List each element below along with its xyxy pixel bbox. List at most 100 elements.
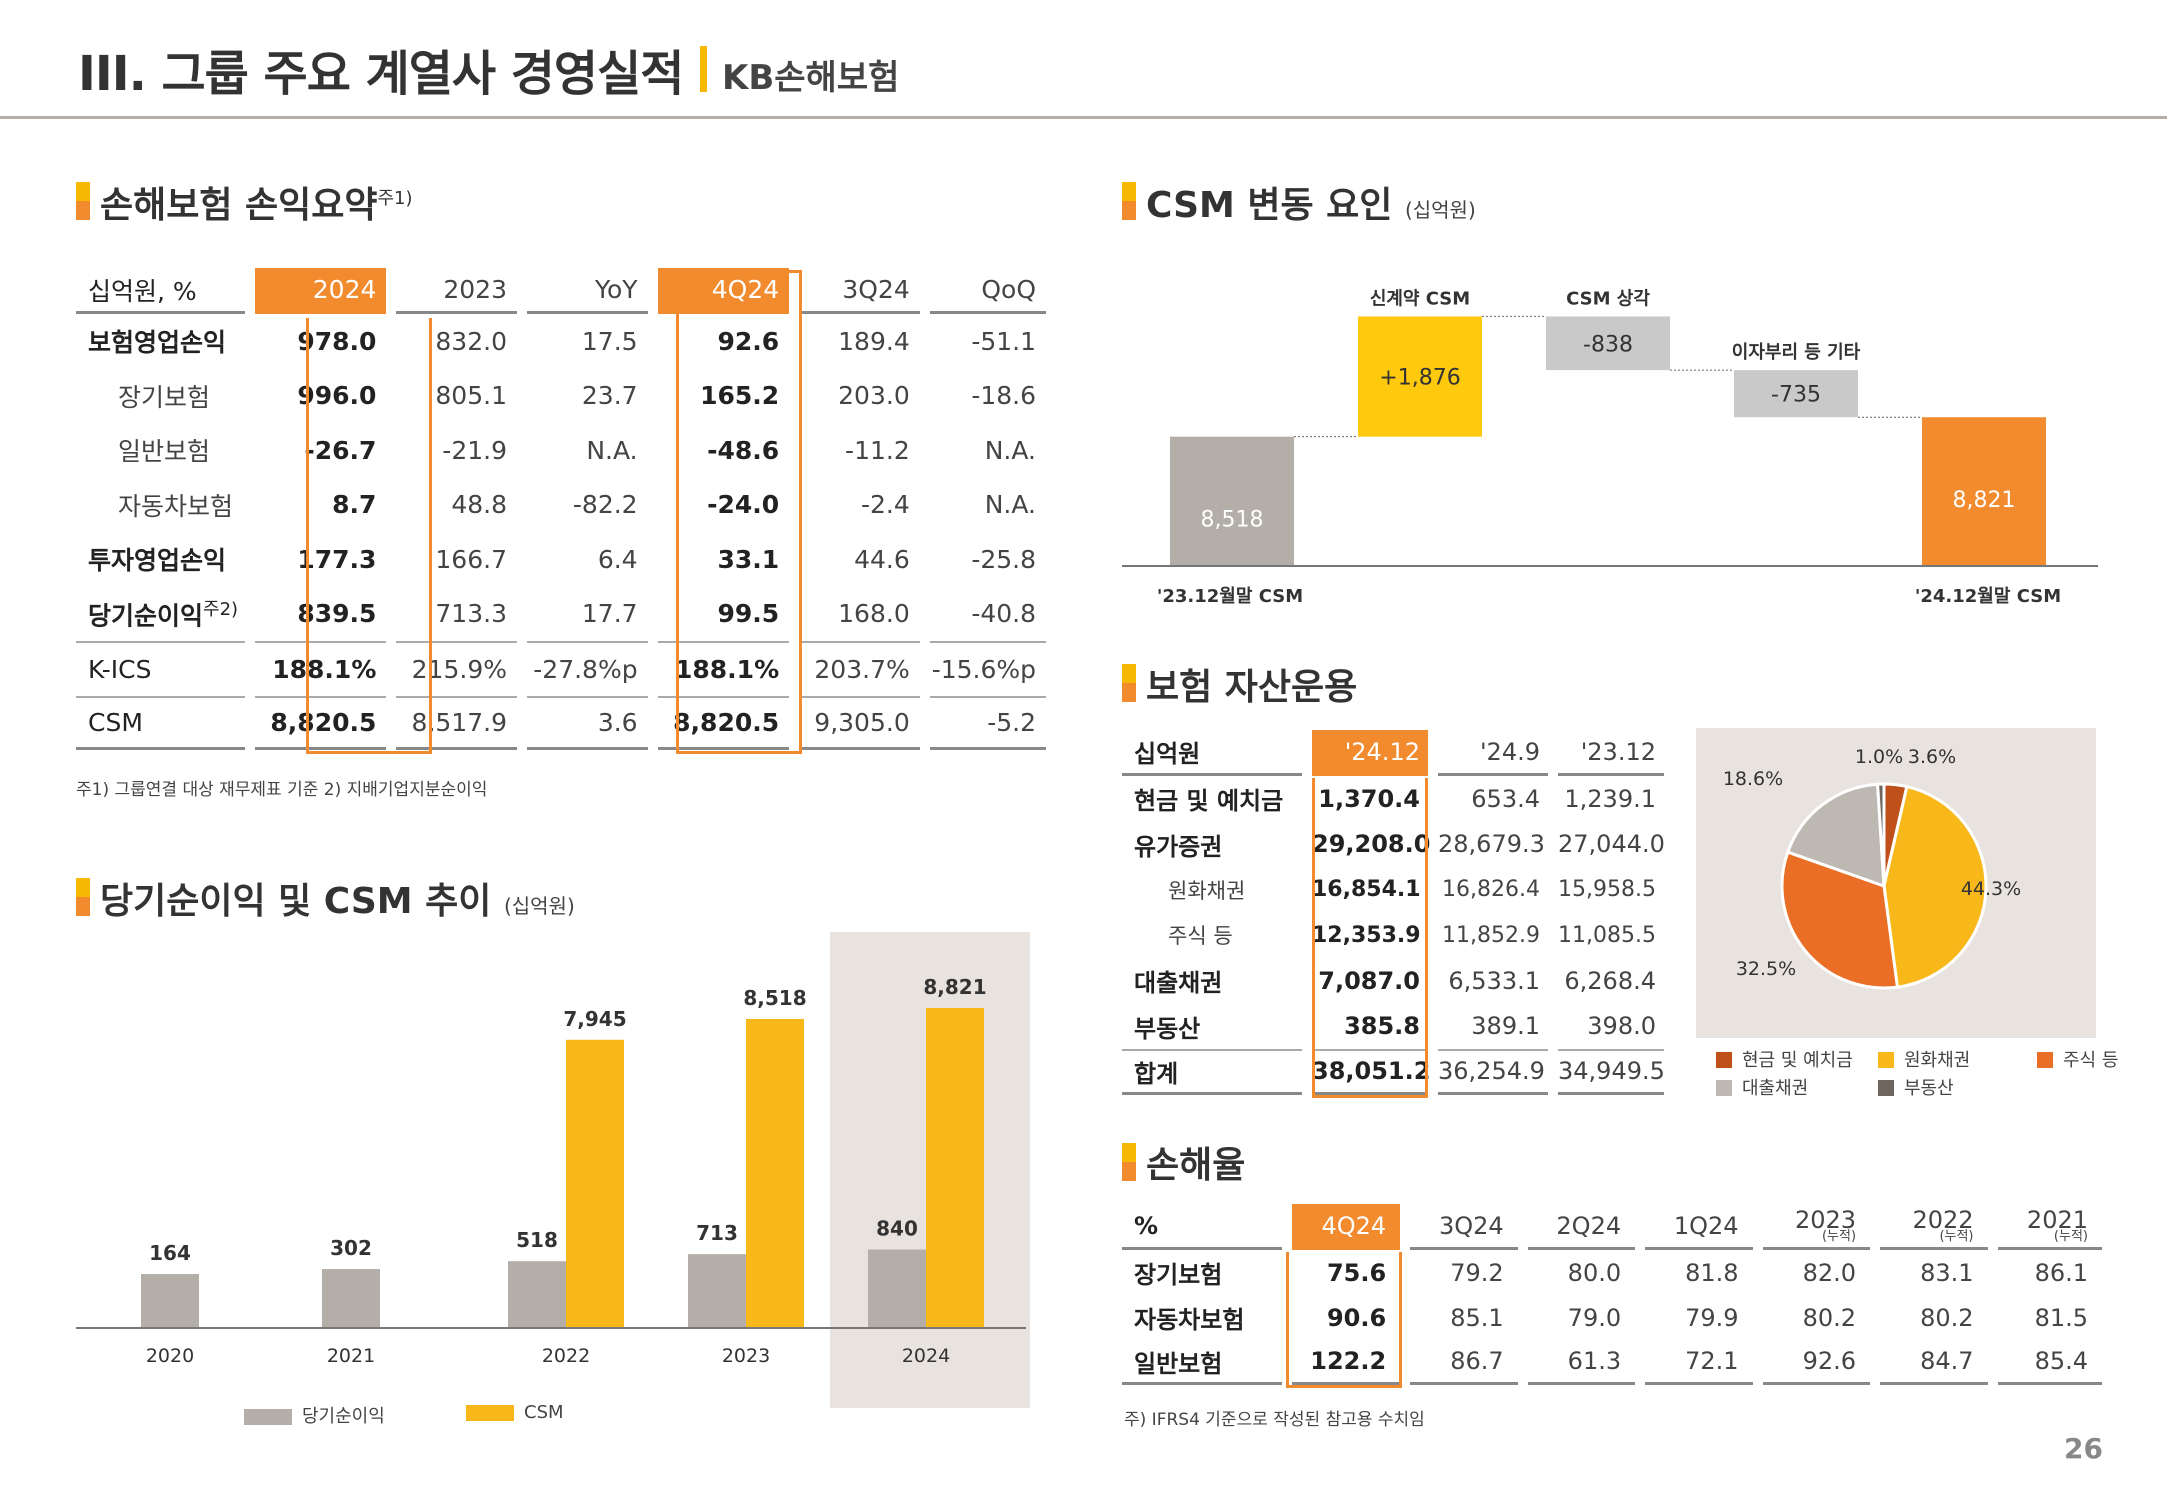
table-cell: -48.6 xyxy=(707,435,780,465)
row-label-text: K-ICS xyxy=(88,654,152,684)
table-row: 투자영업손익 177.3 166.7 6.4 33.1 44.6 -25.8 xyxy=(76,532,1046,587)
table-cell: 389.1 xyxy=(1471,1012,1540,1041)
table-cell: -26.7 xyxy=(304,435,377,465)
waterfall-category-label: 이자부리 등 기타 xyxy=(1732,342,1861,363)
table-cell: 203.0 xyxy=(838,381,910,411)
pie-legend-item: 대출채권 xyxy=(1716,1074,1808,1100)
table-header: 2022 (누적) xyxy=(1880,1204,1988,1250)
waterfall-value-label: 8,518 xyxy=(1201,508,1264,533)
table-cell: 36,254.9 xyxy=(1438,1049,1548,1095)
table-cell: 8,820.5 xyxy=(657,695,790,750)
waterfall-value-label: +1,876 xyxy=(1379,366,1460,391)
table-header: '23.12 xyxy=(1558,730,1664,776)
table-row: CSM 8,820.5 8,517.9 3.6 8,820.5 9,305.0 -5.2 xyxy=(76,695,1046,750)
pie-legend-item: 원화채권 xyxy=(1878,1046,1970,1072)
table-cell: -51.1 xyxy=(971,326,1036,356)
header-label: 2023 xyxy=(1794,1206,1857,1234)
table-header: 2Q24 xyxy=(1527,1204,1636,1250)
header-label: 1Q24 xyxy=(1673,1211,1739,1240)
table-cell: 6.4 xyxy=(597,544,638,574)
table-cell: 805.1 xyxy=(435,381,507,411)
table-cell: 84.7 xyxy=(1880,1340,1988,1385)
legend-label: 대출채권 xyxy=(1742,1078,1809,1099)
table-header: 1Q24 xyxy=(1645,1204,1753,1250)
legend-swatch xyxy=(1878,1052,1894,1068)
table-cell: 188.1% xyxy=(657,641,790,696)
csm-waterfall-title: CSM 변동 요인 (십억원) xyxy=(1146,185,1476,226)
loss-ratio-footnote: 주) IFRS4 기준으로 작성된 참고용 수치임 xyxy=(1124,1410,1425,1430)
net-income-label: 713 xyxy=(696,1221,738,1245)
net-income-bar xyxy=(868,1249,926,1328)
legend-swatch xyxy=(1878,1080,1894,1096)
table-cell: 80.0 xyxy=(1567,1258,1622,1287)
page-subtitle: KB손해보험 xyxy=(722,58,900,98)
x-tick-label: 2022 xyxy=(542,1345,590,1367)
table-cell: 15,958.5 xyxy=(1558,877,1656,903)
row-label: 주식 등 xyxy=(1168,924,1233,949)
table-cell: 79.9 xyxy=(1685,1303,1739,1332)
table-header: YoY xyxy=(526,268,648,314)
table-cell: 653.4 xyxy=(1471,784,1540,813)
table-cell: 80.2 xyxy=(1802,1303,1857,1332)
table-cell: 839.5 xyxy=(297,599,377,629)
table-cell: 398.0 xyxy=(1587,1012,1656,1041)
table-header: 3Q24 xyxy=(1410,1204,1518,1250)
net-income-label: 164 xyxy=(149,1241,191,1265)
waterfall-value-label: 8,821 xyxy=(1953,488,2016,513)
table-cell: -18.6 xyxy=(971,381,1036,411)
table-row: 일반보험 122.2 86.7 61.3 72.1 92.6 84.7 85.4 xyxy=(1122,1340,2102,1385)
table-row: 자동차보험 8.7 48.8 -82.2 -24.0 -2.4 N.A. xyxy=(76,478,1046,533)
table-cell: 6,533.1 xyxy=(1448,966,1540,995)
waterfall-value-label: -838 xyxy=(1583,332,1633,357)
table-cell: -82.2 xyxy=(572,490,638,520)
table-header: 4Q24 xyxy=(657,268,790,314)
header-label: 3Q24 xyxy=(1438,1211,1504,1240)
table-row: 장기보험 996.0 805.1 23.7 165.2 203.0 -18.6 xyxy=(76,369,1046,424)
table-row: 원화채권 16,854.1 16,826.4 15,958.5 xyxy=(1122,867,1664,913)
header-note: (누적) xyxy=(1821,1229,1857,1244)
table-cell: 85.4 xyxy=(1997,1340,2102,1385)
header-label: % xyxy=(1134,1211,1159,1240)
csm-bar xyxy=(926,1008,984,1328)
table-cell: 44.6 xyxy=(854,544,910,574)
x-tick-label: 2024 xyxy=(902,1345,950,1367)
table-cell: N.A. xyxy=(586,435,638,465)
csm-label: 8,821 xyxy=(923,975,986,999)
trend-bar-chart: 164 2020 302 2021 518 7,945 2022 713 8,518 2023 84… xyxy=(76,932,1030,1408)
row-label: 자동차보험 xyxy=(76,478,245,533)
table-header: % xyxy=(1122,1204,1282,1250)
row-label-text: 자동차보험 xyxy=(118,491,234,521)
table-cell: 7,087.0 xyxy=(1318,966,1420,995)
table-cell: 81.8 xyxy=(1685,1258,1739,1287)
table-cell: 61.3 xyxy=(1527,1340,1636,1385)
pie-slice-label: 44.3% xyxy=(1961,878,2021,900)
table-cell: 188.1% xyxy=(254,641,387,696)
table-cell: 168.0 xyxy=(838,599,910,629)
section-marker xyxy=(76,182,90,220)
header-label: 2Q24 xyxy=(1556,1211,1622,1240)
table-cell: 189.4 xyxy=(838,326,910,356)
income-summary-title: 손해보험 손익요약주1) xyxy=(100,185,413,226)
table-row: 장기보험 75.6 79.2 80.0 81.8 82.0 83.1 86.1 xyxy=(1122,1250,2102,1295)
row-label: 보험영업손익 xyxy=(76,314,245,369)
highlight-frame-2024 xyxy=(306,318,432,754)
row-label: 장기보험 xyxy=(76,369,245,424)
table-cell: -27.8%p xyxy=(526,641,648,696)
row-label: 자동차보험 xyxy=(1134,1306,1245,1334)
table-cell: -21.9 xyxy=(442,435,507,465)
table-header: 2023 xyxy=(396,268,517,314)
table-cell: 6,268.4 xyxy=(1564,966,1656,995)
table-cell: -15.6%p xyxy=(929,641,1046,696)
table-header: 2024 xyxy=(254,268,387,314)
table-cell: 996.0 xyxy=(297,381,377,411)
table-cell: 28,679.3 xyxy=(1438,830,1545,859)
legend-swatch xyxy=(1716,1080,1732,1096)
table-row: 당기순이익주2) 839.5 713.3 17.7 99.5 168.0 -40.8 xyxy=(76,587,1046,642)
pie-slice-label: 18.6% xyxy=(1723,768,1783,790)
table-cell: 11,085.5 xyxy=(1558,922,1656,948)
table-cell: 3.6 xyxy=(526,695,648,750)
table-row: 보험영업손익 978.0 832.0 17.5 92.6 189.4 -51.1 xyxy=(76,314,1046,369)
table-cell: -25.8 xyxy=(971,544,1036,574)
table-cell: 11,852.9 xyxy=(1442,922,1540,948)
csm-waterfall-chart: 8,518 +1,876 신계약 CSM -838 CSM 상각 -735 이자부리 등 기… xyxy=(1122,287,2098,607)
